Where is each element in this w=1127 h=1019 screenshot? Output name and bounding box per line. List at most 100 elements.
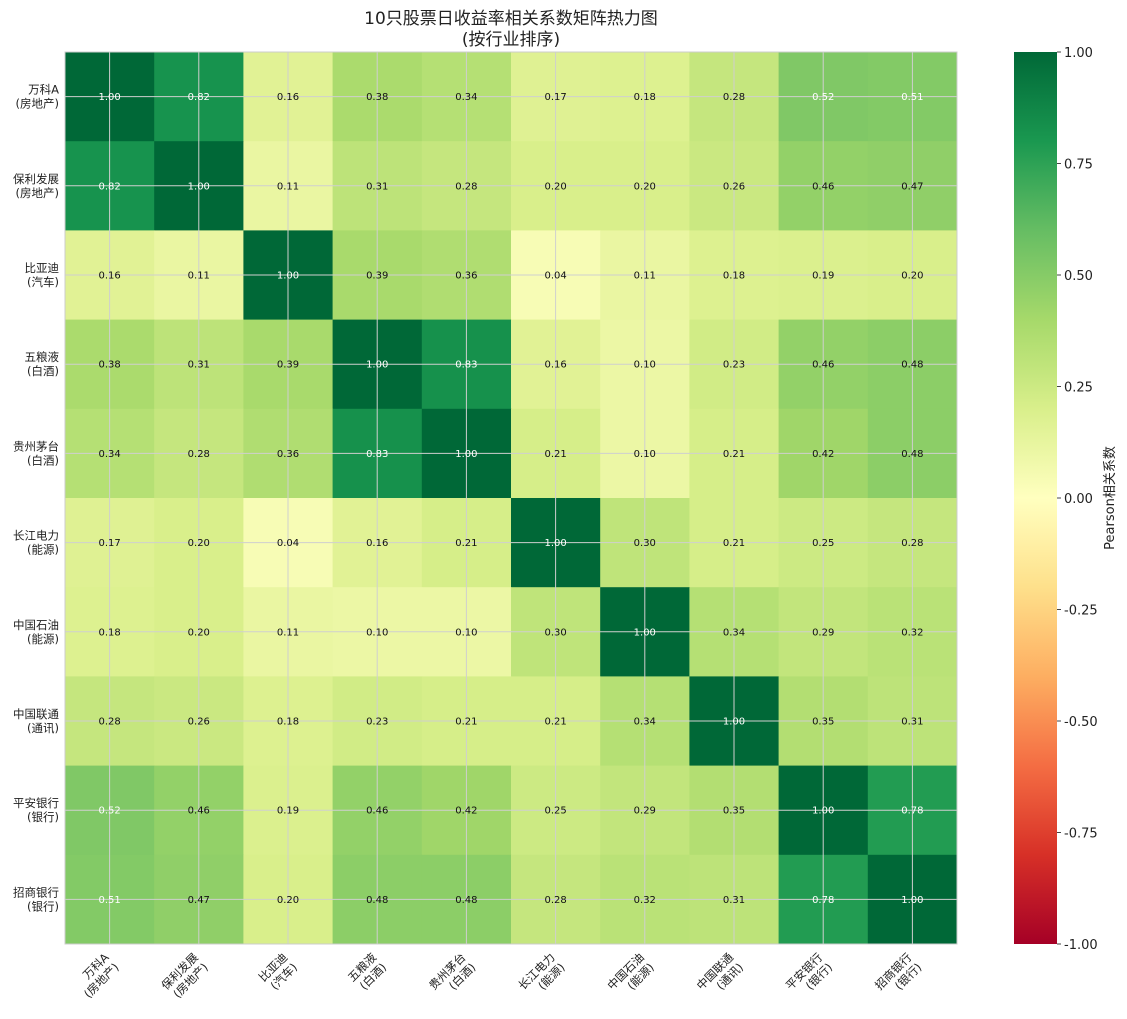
colorbar-label: Pearson相关系数 — [1103, 446, 1118, 550]
cell-value-label: 0.42 — [812, 449, 834, 460]
cell-value-label: 0.30 — [634, 538, 656, 549]
plot-frame — [64, 51, 958, 945]
cell-value-label: 0.82 — [98, 181, 120, 192]
cell-value-label: 0.18 — [277, 717, 299, 728]
cell-value-label: 0.21 — [455, 717, 477, 728]
heatmap-cell-labels: 1.00 0.82 0.16 0.38 0.34 0.17 0.18 0.28 0.52 0.51… — [98, 92, 923, 906]
cell-value-label: 0.39 — [366, 271, 388, 282]
y-tick-label: 万科A (房地产) — [16, 83, 60, 111]
x-tick-label: 中国石油(能源) — [604, 950, 656, 1002]
cell-value-label: 0.29 — [634, 806, 656, 817]
cell-value-label: 0.28 — [544, 895, 566, 906]
cell-value-label: 0.20 — [544, 181, 566, 192]
heatmap-gridlines — [64, 51, 958, 945]
x-tick-label: 五粮液(白酒) — [345, 950, 390, 995]
cell-value-label: 0.34 — [634, 717, 656, 728]
cell-value-label: 1.00 — [188, 181, 210, 192]
chart-title-line: (按行业排序) — [462, 30, 560, 50]
x-tick-label: 万科A(房地产) — [71, 950, 122, 1001]
cell-value-label: 1.00 — [455, 449, 477, 460]
y-tick-label: 招商银行(银行) — [13, 885, 59, 913]
cell-value-label: 1.00 — [901, 895, 923, 906]
cell-value-label: 0.04 — [544, 271, 566, 282]
x-axis-tick-labels: 万科A(房地产) 保利发展(房地产) 比亚迪(汽车) 五粮液(白酒) 贵州茅台(白酒) 长… — [71, 950, 924, 1003]
cell-value-label: 0.48 — [901, 360, 923, 371]
cell-value-label: 0.83 — [455, 360, 477, 371]
cell-value-label: 0.35 — [812, 717, 834, 728]
cell-value-label: 0.46 — [812, 181, 834, 192]
cell-value-label: 0.18 — [634, 92, 656, 103]
colorbar-tick-label: -0.25 — [1064, 604, 1098, 619]
cell-value-label: 0.28 — [455, 181, 477, 192]
colorbar-tick-label: 0.75 — [1064, 158, 1093, 173]
cell-value-label: 0.46 — [812, 360, 834, 371]
y-tick-label: 平安银行(银行) — [13, 796, 59, 824]
cell-value-label: 0.39 — [277, 360, 299, 371]
x-tick-label: 招商银行(银行) — [872, 950, 924, 1002]
cell-value-label: 0.28 — [723, 92, 745, 103]
cell-value-label: 1.00 — [634, 627, 656, 638]
cell-value-label: 0.11 — [188, 271, 210, 282]
cell-value-label: 0.10 — [634, 449, 656, 460]
x-tick-label: 保利发展(房地产) — [158, 950, 211, 1003]
x-tick-label: 贵州茅台(白酒) — [426, 950, 478, 1002]
cell-value-label: 0.48 — [455, 895, 477, 906]
cell-value-label: 0.46 — [366, 806, 388, 817]
cell-value-label: 1.00 — [723, 717, 745, 728]
cell-value-label: 0.16 — [366, 538, 388, 549]
x-tick-label: 长江电力(能源) — [515, 950, 567, 1002]
cell-value-label: 0.21 — [544, 449, 566, 460]
cell-value-label: 0.25 — [812, 538, 834, 549]
colorbar-tick-label: 0.25 — [1064, 381, 1093, 396]
cell-value-label: 0.18 — [98, 627, 120, 638]
cell-value-label: 0.25 — [544, 806, 566, 817]
y-tick-label: 长江电力(能源) — [13, 529, 59, 557]
cell-value-label: 0.34 — [98, 449, 120, 460]
cell-value-label: 0.20 — [901, 271, 923, 282]
cell-value-label: 0.31 — [901, 717, 923, 728]
cell-value-label: 0.38 — [98, 360, 120, 371]
cell-value-label: 0.83 — [366, 449, 388, 460]
cell-value-label: 0.46 — [188, 806, 210, 817]
cell-value-label: 1.00 — [277, 271, 299, 282]
x-tick-label: 中国联通(通讯) — [694, 950, 747, 1003]
cell-value-label: 0.10 — [366, 627, 388, 638]
cell-value-label: 0.20 — [188, 627, 210, 638]
colorbar: 1.00 0.75 0.50 0.25 0.00 -0.25 -0.50 -0.75 -1.00… — [1014, 46, 1118, 953]
cell-value-label: 0.82 — [188, 92, 210, 103]
cell-value-label: 0.21 — [455, 538, 477, 549]
cell-value-label: 0.28 — [98, 717, 120, 728]
y-tick-label: 中国石油(能源) — [13, 618, 59, 646]
cell-value-label: 0.20 — [634, 181, 656, 192]
cell-value-label: 0.19 — [812, 271, 834, 282]
y-axis-tick-labels: 万科A (房地产) 保利发展(房地产) 比亚迪(汽车) 五粮液(白酒) 贵州茅台(白酒) 长… — [13, 83, 59, 914]
cell-value-label: 0.78 — [812, 895, 834, 906]
cell-value-label: 0.47 — [901, 181, 923, 192]
cell-value-label: 0.21 — [723, 538, 745, 549]
y-tick-label: 五粮液(白酒) — [25, 350, 60, 378]
cell-value-label: 1.00 — [812, 806, 834, 817]
colorbar-tick-label: -0.75 — [1064, 827, 1098, 842]
cell-value-label: 0.36 — [455, 271, 477, 282]
cell-value-label: 0.31 — [188, 360, 210, 371]
cell-value-label: 0.48 — [901, 449, 923, 460]
cell-value-label: 0.17 — [544, 92, 566, 103]
cell-value-label: 0.10 — [634, 360, 656, 371]
cell-value-label: 0.34 — [455, 92, 477, 103]
cell-value-label: 0.51 — [98, 895, 120, 906]
cell-value-label: 0.17 — [98, 538, 120, 549]
cell-value-label: 0.19 — [277, 806, 299, 817]
cell-value-label: 0.26 — [723, 181, 745, 192]
cell-value-label: 0.34 — [723, 627, 745, 638]
cell-value-label: 0.32 — [634, 895, 656, 906]
cell-value-label: 0.10 — [455, 627, 477, 638]
colorbar-tick-label: -0.50 — [1064, 715, 1098, 730]
cell-value-label: 0.31 — [366, 181, 388, 192]
cell-value-label: 0.26 — [188, 717, 210, 728]
cell-value-label: 0.52 — [98, 806, 120, 817]
cell-value-label: 0.18 — [723, 271, 745, 282]
cell-value-label: 0.16 — [277, 92, 299, 103]
cell-value-label: 0.16 — [98, 271, 120, 282]
